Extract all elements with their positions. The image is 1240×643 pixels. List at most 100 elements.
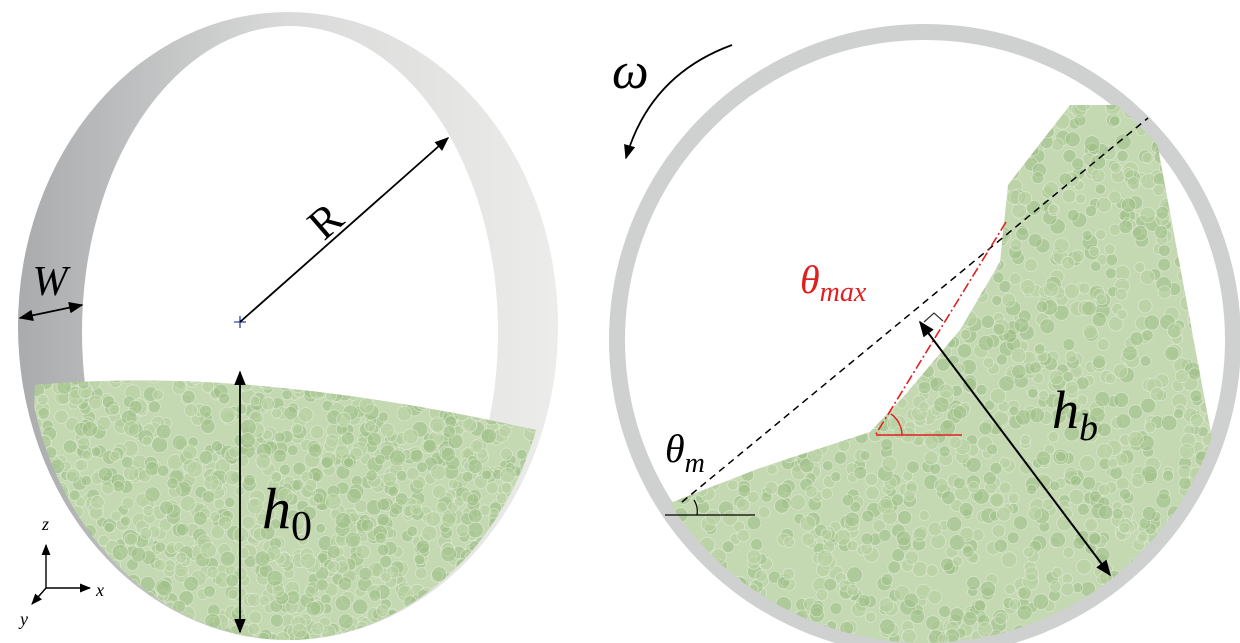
particle <box>463 572 477 587</box>
particle <box>510 559 525 574</box>
particle <box>663 548 675 560</box>
particle <box>544 533 545 548</box>
particle <box>1206 137 1223 154</box>
particle <box>1104 243 1116 256</box>
particle <box>1200 130 1214 144</box>
particle <box>1060 630 1072 642</box>
particle <box>281 388 293 401</box>
particle <box>1137 530 1149 543</box>
particle <box>526 540 542 557</box>
particle <box>1146 594 1161 609</box>
particle <box>440 602 452 615</box>
particle <box>1140 589 1156 606</box>
particle <box>543 594 545 606</box>
particle <box>543 571 545 586</box>
particle <box>780 627 797 643</box>
particle <box>754 569 768 583</box>
particle <box>139 527 153 540</box>
particle <box>1169 545 1183 560</box>
particle <box>628 106 641 120</box>
particle <box>489 542 505 557</box>
particle <box>1111 507 1124 520</box>
particle <box>629 568 644 583</box>
particle <box>1032 593 1050 610</box>
particle <box>156 604 169 616</box>
particle <box>774 498 790 514</box>
particle <box>1225 116 1228 133</box>
particle <box>26 557 32 569</box>
particle <box>315 578 329 592</box>
particle <box>1211 573 1224 587</box>
particle <box>1232 611 1240 621</box>
particle <box>961 545 975 558</box>
particle <box>320 455 334 469</box>
particle <box>94 609 108 624</box>
particle <box>26 504 38 519</box>
particle <box>1060 582 1075 597</box>
particle <box>776 633 790 643</box>
particle <box>468 617 482 632</box>
particle <box>291 622 308 639</box>
particle <box>624 567 640 583</box>
particle <box>1135 622 1147 635</box>
particle <box>270 471 283 484</box>
particle <box>455 627 469 640</box>
bed-height-arrow <box>919 320 1111 577</box>
particle <box>63 532 78 547</box>
particle <box>58 519 70 531</box>
particle <box>533 476 545 490</box>
particle <box>1155 492 1172 509</box>
particle <box>493 547 507 561</box>
particle <box>1186 619 1203 636</box>
particle <box>782 567 795 581</box>
particle <box>166 477 179 490</box>
particle <box>657 630 675 643</box>
particle <box>1130 473 1146 488</box>
particle <box>502 571 515 584</box>
particle <box>46 608 59 621</box>
particle <box>421 525 438 542</box>
particle <box>989 388 1007 405</box>
particle <box>529 622 543 636</box>
particle <box>986 443 998 456</box>
particle <box>297 533 309 546</box>
particle <box>1109 625 1122 637</box>
particle <box>1215 134 1228 147</box>
particle <box>543 450 545 462</box>
particle <box>407 608 420 621</box>
particle <box>499 619 513 633</box>
particle <box>376 513 390 527</box>
particle <box>655 105 670 117</box>
particle <box>334 512 352 529</box>
particle <box>1173 568 1188 583</box>
particle <box>481 624 496 639</box>
particle <box>327 560 341 574</box>
particle <box>1141 506 1157 521</box>
particle <box>447 629 459 640</box>
particle <box>783 536 795 548</box>
particle <box>1096 443 1113 460</box>
particle <box>376 497 391 512</box>
particle <box>1162 106 1179 123</box>
particle <box>443 623 456 636</box>
particle <box>1114 287 1128 301</box>
particle <box>488 507 500 519</box>
particle <box>515 577 531 593</box>
particle <box>61 592 75 605</box>
particle <box>189 380 202 384</box>
particle <box>467 607 480 619</box>
particle <box>1176 538 1193 556</box>
particle <box>982 356 995 369</box>
particle <box>962 611 978 627</box>
particle <box>490 605 504 619</box>
particle <box>1063 283 1080 300</box>
particle <box>183 620 197 633</box>
particle <box>1191 530 1207 545</box>
particle <box>544 559 545 576</box>
particle <box>1178 476 1192 490</box>
particle <box>375 603 390 618</box>
particle <box>975 383 988 396</box>
particle <box>84 625 99 640</box>
particle <box>1139 269 1156 285</box>
particle <box>1058 172 1073 187</box>
